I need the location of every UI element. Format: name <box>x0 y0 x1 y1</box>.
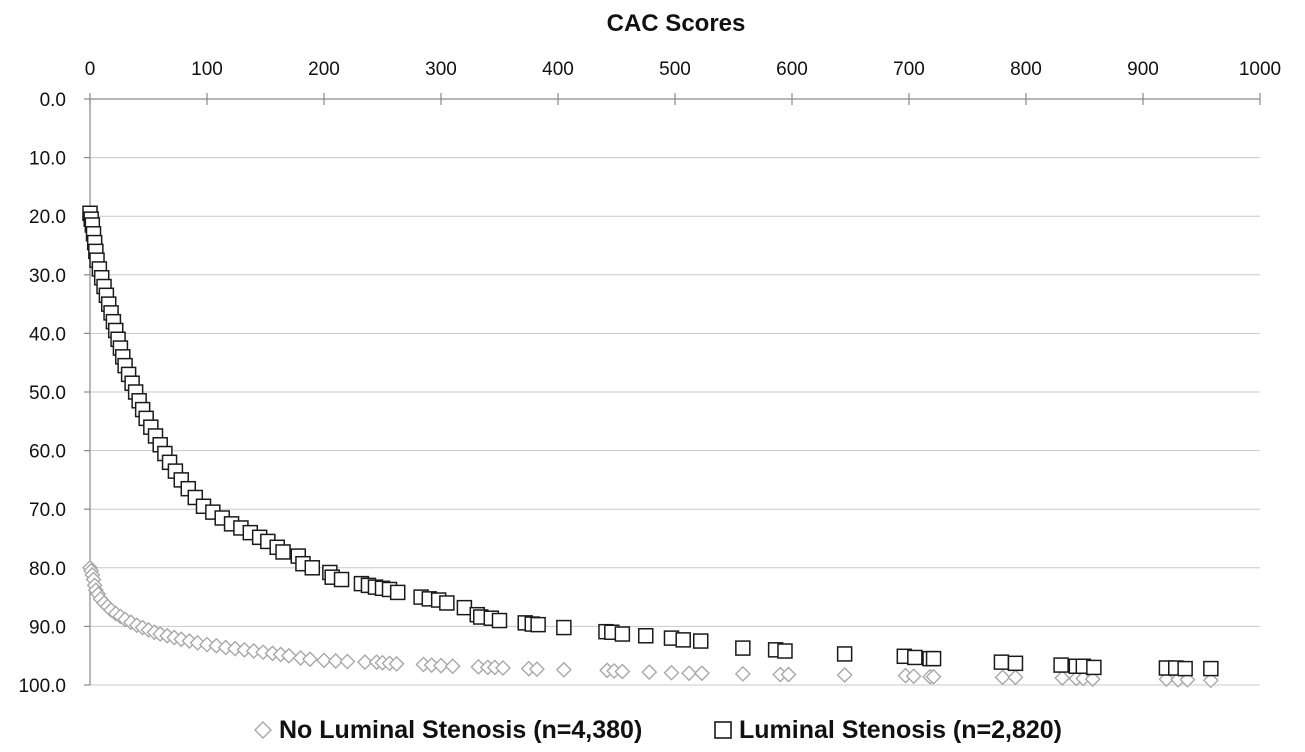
data-point-square <box>304 560 321 576</box>
data-point-diamond <box>444 658 461 675</box>
data-point-square <box>1177 660 1193 677</box>
data-point-square <box>692 633 709 649</box>
data-point-diamond <box>614 663 631 680</box>
data-point-diamond <box>663 664 680 681</box>
y-tick-label: 10.0 <box>29 149 66 170</box>
data-point-diamond <box>301 651 318 668</box>
data-point-square <box>925 650 942 667</box>
y-tick-label: 0.0 <box>40 90 66 111</box>
x-tick-label: 500 <box>659 59 691 80</box>
y-tick-label: 20.0 <box>29 207 66 228</box>
data-point-diamond <box>327 652 344 669</box>
x-tick-label: 800 <box>1010 59 1042 80</box>
data-point-square <box>1203 660 1219 677</box>
y-tick-label: 30.0 <box>29 266 66 287</box>
data-point-diamond <box>433 657 449 674</box>
data-point-diamond <box>495 660 511 676</box>
series-no-luminal-stenosis <box>82 559 1219 689</box>
data-point-square <box>1086 659 1102 676</box>
legend-label-no-luminal-stenosis: No Luminal Stenosis (n=4,380) <box>279 716 642 744</box>
legend-item-no-luminal-stenosis: No Luminal Stenosis (n=4,380) <box>254 716 642 744</box>
data-point-square <box>735 640 751 656</box>
data-point-diamond <box>641 664 658 681</box>
data-point-diamond <box>316 652 332 669</box>
data-point-diamond <box>528 661 545 678</box>
data-point-square <box>556 619 572 636</box>
data-point-diamond <box>905 668 922 685</box>
y-tick-label: 100.0 <box>18 676 66 697</box>
data-point-diamond <box>555 661 572 678</box>
y-tick-label: 80.0 <box>29 559 66 580</box>
x-tick-label: 400 <box>542 59 574 80</box>
data-point-square <box>333 571 350 588</box>
data-point-diamond <box>236 641 253 658</box>
y-tick-label: 40.0 <box>29 324 66 345</box>
x-tick-labels: 0 100 200 300 400 500 600 700 800 900 1000 <box>85 59 1281 80</box>
x-tick-label: 0 <box>85 59 96 80</box>
legend-marker-square <box>714 721 732 739</box>
y-tick-label: 90.0 <box>29 617 66 638</box>
data-point-diamond <box>994 669 1011 686</box>
data-point-square <box>1007 655 1024 672</box>
x-tick-label: 100 <box>191 59 223 80</box>
data-point-diamond <box>356 654 373 671</box>
data-point-square <box>777 643 793 659</box>
data-point-diamond <box>199 636 215 653</box>
data-point-square <box>993 654 1010 670</box>
legend-marker-diamond <box>254 721 272 739</box>
legend-item-luminal-stenosis: Luminal Stenosis (n=2,820) <box>714 716 1062 744</box>
data-point-square <box>907 649 923 666</box>
data-point-square <box>1053 657 1069 673</box>
data-point-square <box>491 612 508 629</box>
x-tick-label: 300 <box>425 59 457 80</box>
data-point-diamond <box>255 644 272 661</box>
data-point-diamond <box>280 647 297 664</box>
data-point-square <box>530 616 546 633</box>
data-point-diamond <box>1007 669 1024 686</box>
data-point-diamond <box>1054 669 1071 686</box>
chart-title: CAC Scores <box>607 10 746 37</box>
data-point-diamond <box>780 666 797 683</box>
data-point-diamond <box>836 667 853 684</box>
legend-label-luminal-stenosis: Luminal Stenosis (n=2,820) <box>739 716 1062 744</box>
x-tick-label: 600 <box>776 59 808 80</box>
data-point-diamond <box>734 665 751 682</box>
data-point-diamond <box>217 639 234 656</box>
y-tick-label: 60.0 <box>29 442 66 463</box>
data-point-diamond <box>388 655 405 672</box>
series-luminal-stenosis <box>82 205 1219 677</box>
y-tick-label: 70.0 <box>29 500 66 521</box>
data-point-square <box>638 628 654 644</box>
data-point-square <box>439 595 455 611</box>
data-point-square <box>836 646 853 662</box>
x-tick-label: 700 <box>893 59 925 80</box>
data-point-square <box>389 584 406 601</box>
data-point-diamond <box>925 668 942 685</box>
data-point-square <box>675 632 691 648</box>
legend: No Luminal Stenosis (n=4,380) Luminal St… <box>254 716 1062 744</box>
data-point-diamond <box>245 643 262 660</box>
data-point-diamond <box>339 653 356 670</box>
data-point-square <box>275 544 291 560</box>
data-point-diamond <box>681 665 698 682</box>
data-point-diamond <box>1202 672 1219 689</box>
y-tick-label: 50.0 <box>29 383 66 404</box>
x-tick-label: 1000 <box>1239 59 1281 80</box>
x-tick-label: 200 <box>308 59 340 80</box>
data-point-square <box>456 599 473 616</box>
axes <box>84 93 1261 686</box>
y-tick-labels: 0.0 10.0 20.0 30.0 40.0 50.0 60.0 70.0 80.0 90.0 1… <box>18 90 66 697</box>
data-point-diamond <box>1084 671 1101 688</box>
data-point-diamond <box>693 665 710 682</box>
gridlines <box>90 157 1260 686</box>
x-tick-label: 900 <box>1127 59 1159 80</box>
data-point-square <box>614 626 631 642</box>
data-point-diamond <box>227 640 244 657</box>
data-point-diamond <box>292 650 309 667</box>
